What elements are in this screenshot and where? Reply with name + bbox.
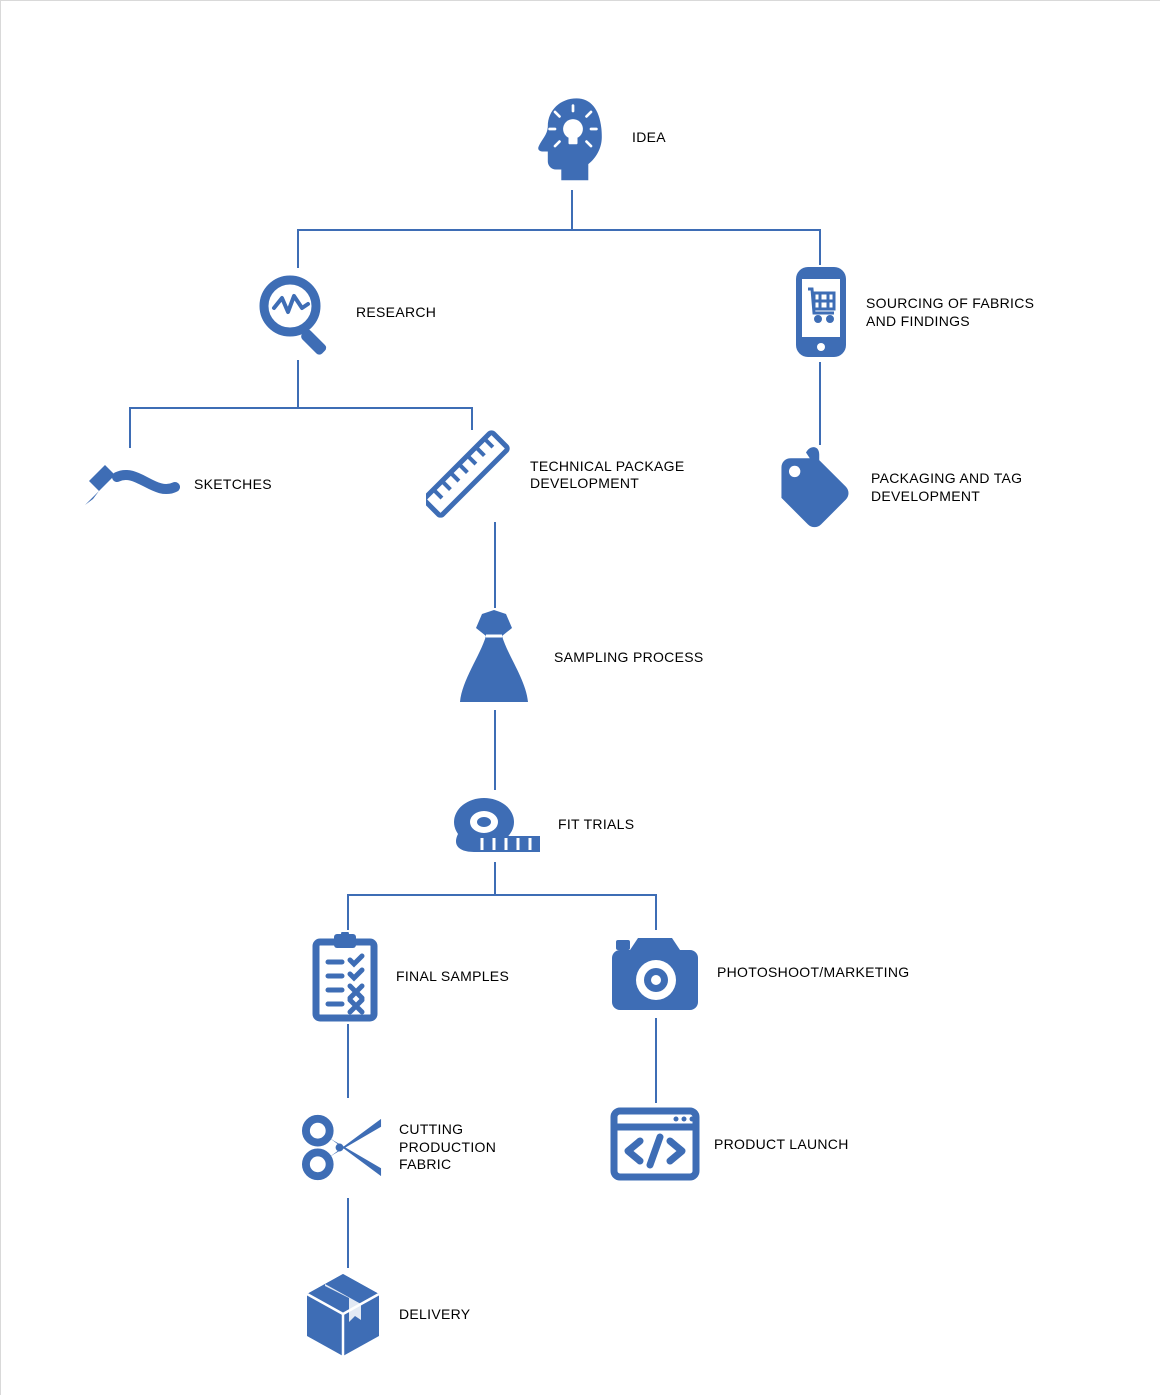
node-label: PACKAGING AND TAG DEVELOPMENT	[871, 470, 1031, 505]
node-sourcing: SOURCING OF FABRICS AND FINDINGS	[790, 265, 1046, 360]
node-launch: PRODUCT LAUNCH	[610, 1105, 849, 1185]
head-bulb-icon	[528, 88, 618, 188]
node-label: PHOTOSHOOT/MARKETING	[717, 964, 909, 982]
node-label: PRODUCT LAUNCH	[714, 1136, 849, 1154]
node-idea: IDEA	[528, 88, 666, 188]
node-sampling: SAMPLING PROCESS	[448, 608, 704, 708]
node-label: FINAL SAMPLES	[396, 968, 509, 986]
node-label: CUTTING PRODUCTION FABRIC	[399, 1121, 549, 1174]
ruler-icon	[426, 430, 516, 520]
box-icon	[303, 1270, 385, 1360]
node-research: RESEARCH	[252, 268, 436, 358]
node-label: TECHNICAL PACKAGE DEVELOPMENT	[530, 458, 690, 493]
node-label: DELIVERY	[399, 1306, 470, 1324]
code-window-icon	[610, 1105, 700, 1185]
scissors-icon	[300, 1100, 385, 1195]
node-label: RESEARCH	[356, 304, 436, 322]
node-label: SAMPLING PROCESS	[554, 649, 704, 667]
node-final: FINAL SAMPLES	[310, 932, 509, 1022]
tape-measure-icon	[444, 790, 544, 860]
tag-icon	[772, 445, 857, 530]
node-label: IDEA	[632, 129, 666, 147]
node-delivery: DELIVERY	[303, 1270, 470, 1360]
node-label: FIT TRIALS	[558, 816, 634, 834]
node-photoshoot: PHOTOSHOOT/MARKETING	[608, 930, 909, 1015]
node-label: SKETCHES	[194, 476, 272, 494]
camera-icon	[608, 930, 703, 1015]
node-cutting: CUTTING PRODUCTION FABRIC	[300, 1100, 549, 1195]
mobile-cart-icon	[790, 265, 852, 360]
dress-icon	[448, 608, 540, 708]
node-fittrials: FIT TRIALS	[444, 790, 634, 860]
clipboard-check-icon	[310, 932, 382, 1022]
flowchart-canvas: IDEA RESEARCH SOURCING OF FABRICS AND FIND…	[0, 0, 1160, 1395]
node-label: SOURCING OF FABRICS AND FINDINGS	[866, 295, 1046, 330]
node-techpack: TECHNICAL PACKAGE DEVELOPMENT	[426, 430, 690, 520]
magnifier-pulse-icon	[252, 268, 342, 358]
pen-sketch-icon	[85, 450, 180, 520]
node-packaging: PACKAGING AND TAG DEVELOPMENT	[772, 445, 1031, 530]
node-sketches: SKETCHES	[85, 450, 272, 520]
